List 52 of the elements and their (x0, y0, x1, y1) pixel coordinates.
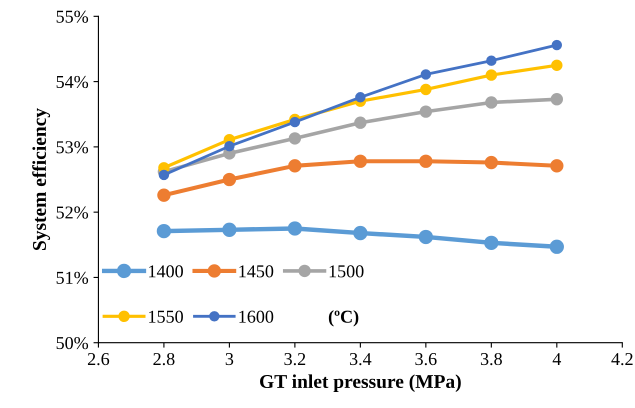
x-tick-label: 2.6 (88, 353, 110, 366)
y-tick-label: 50% (56, 336, 88, 350)
x-tick-label: 3.2 (284, 353, 306, 366)
legend-label: 1450 (239, 265, 274, 278)
y-tick-label: 53% (56, 141, 88, 154)
legend-title: (ºC) (328, 310, 358, 326)
point (222, 222, 237, 237)
point (551, 60, 563, 71)
point (290, 116, 300, 128)
legend-label: 1550 (149, 310, 183, 323)
point (224, 141, 235, 152)
point (354, 116, 367, 129)
legend-label: 1500 (330, 265, 364, 278)
x-tick-label: 4.2 (611, 353, 633, 366)
point (419, 154, 433, 168)
point (420, 84, 432, 96)
legend-label: 1600 (239, 310, 274, 323)
point (353, 226, 368, 240)
point (486, 69, 498, 81)
y-tick-label: 54% (56, 76, 88, 88)
point (222, 172, 236, 186)
x-tick-label: 2.8 (153, 352, 175, 366)
x-tick-label: 3 (226, 353, 234, 366)
legend-label: 1400 (149, 265, 183, 278)
point (550, 159, 564, 172)
y-axis-title: System efficiency (32, 108, 50, 250)
x-tick-label: 3.4 (350, 353, 372, 366)
x-tick-label: 3.8 (480, 352, 502, 366)
point (550, 93, 563, 106)
point (420, 105, 432, 118)
y-tick-label: 51% (56, 272, 88, 284)
point (485, 96, 498, 109)
x-tick-label: 4 (552, 353, 562, 365)
point (486, 56, 497, 66)
point (288, 221, 302, 236)
point (550, 240, 564, 254)
point (288, 159, 302, 172)
point (288, 132, 302, 145)
point (355, 92, 366, 102)
point (552, 40, 562, 50)
x-tick-label: 3.6 (415, 353, 437, 366)
point (418, 230, 433, 244)
x-axis-title: GT inlet pressure (MPa) (260, 374, 461, 392)
point (420, 69, 432, 80)
point (157, 188, 171, 202)
point (354, 154, 368, 168)
point (158, 170, 170, 180)
point (156, 224, 172, 238)
y-tick-label: 52% (56, 206, 88, 219)
point (484, 236, 498, 250)
y-tick-label: 55% (56, 10, 88, 23)
point (484, 156, 498, 170)
